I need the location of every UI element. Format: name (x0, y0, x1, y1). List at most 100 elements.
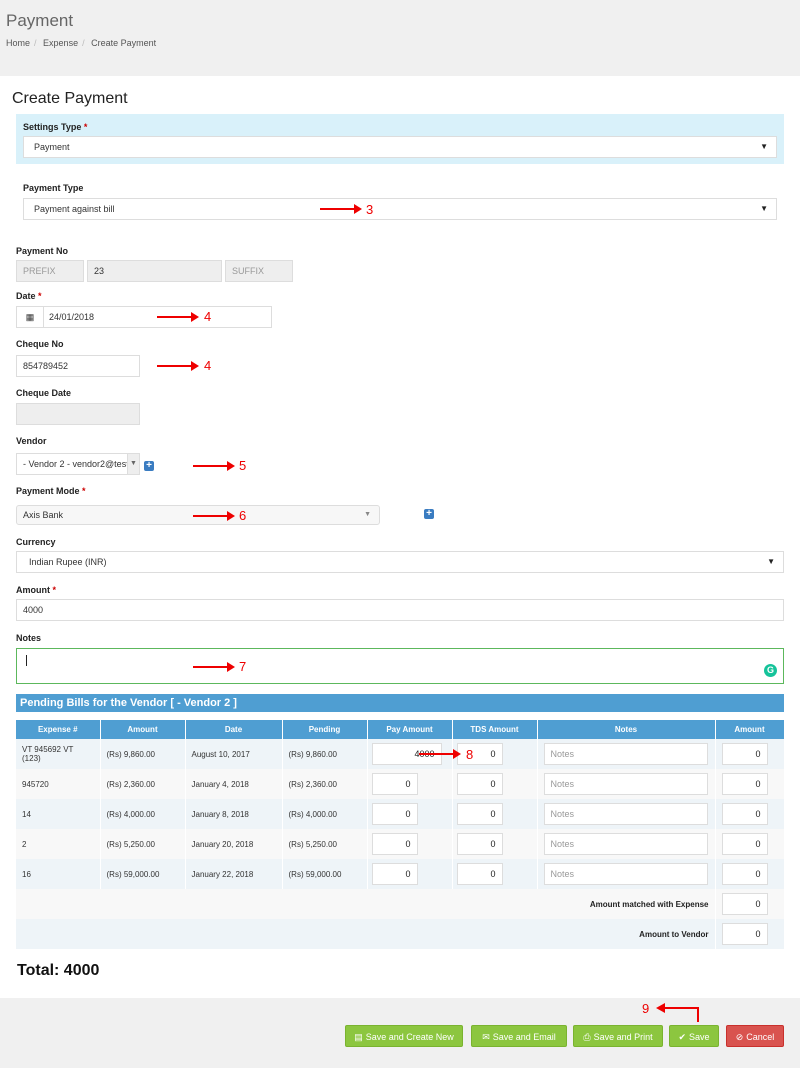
amount-label: Amount * (16, 585, 57, 595)
payment-number-input[interactable]: 23 (87, 260, 222, 282)
currency-select[interactable]: Indian Rupee (INR) ▼ (16, 551, 784, 573)
tds-amount-input[interactable]: 0 (456, 743, 503, 765)
cheque-date-input[interactable] (16, 403, 140, 425)
bill-amount: (Rs) 4,000.00 (100, 799, 186, 829)
tds-amount-input[interactable]: 0 (456, 803, 503, 825)
bill-notes-input[interactable]: Notes (543, 773, 708, 795)
row-amount-input[interactable]: 0 (721, 833, 768, 855)
vendor-select[interactable]: - Vendor 2 - vendor2@test (16, 453, 140, 475)
bill-amount: (Rs) 59,000.00 (100, 859, 186, 889)
save-and-email-button[interactable]: ✉ Save and Email (471, 1025, 567, 1047)
expense-number: VT 945692 VT (123) (16, 739, 101, 769)
annotation-arrow (656, 1003, 699, 1022)
add-payment-mode-icon[interactable]: + (424, 509, 434, 519)
save-button[interactable]: ✔ Save (669, 1025, 719, 1047)
bill-date: January 22, 2018 (185, 859, 283, 889)
breadcrumb: Home / Expense / Create Payment (6, 38, 157, 48)
payment-type-label: Payment Type (23, 183, 84, 193)
row-amount-input[interactable]: 0 (721, 743, 768, 765)
bill-pending: (Rs) 59,000.00 (282, 859, 368, 889)
page-header: Payment Home / Expense / Create Payment (0, 0, 800, 76)
currency-label: Currency (16, 537, 56, 547)
breadcrumb-current: Create Payment (91, 38, 157, 48)
bill-pending: (Rs) 5,250.00 (282, 829, 368, 859)
column-header: Pending (282, 720, 368, 739)
payment-suffix-input[interactable]: SUFFIX (225, 260, 293, 282)
date-input[interactable]: 24/01/2018 (16, 306, 272, 328)
bill-notes-input[interactable]: Notes (543, 803, 708, 825)
annotation-number: 4 (204, 358, 212, 373)
pay-amount-input[interactable]: 0 (371, 773, 418, 795)
pay-amount-input[interactable]: 0 (371, 833, 418, 855)
annotation-arrow (193, 458, 235, 474)
row-amount-input[interactable]: 0 (721, 773, 768, 795)
column-header: Amount (100, 720, 186, 739)
bill-notes-input[interactable]: Notes (543, 863, 708, 885)
amount-matched-input[interactable]: 0 (721, 893, 768, 915)
column-header: Notes (537, 720, 716, 739)
pay-amount-input[interactable]: 0 (371, 803, 418, 825)
bill-notes-input[interactable]: Notes (543, 833, 708, 855)
bill-date: January 4, 2018 (185, 769, 283, 799)
table-header-row: Expense # Amount Date Pending Pay Amount… (16, 720, 785, 739)
row-amount-input[interactable]: 0 (721, 863, 768, 885)
bill-notes-input[interactable]: Notes (543, 743, 708, 765)
cancel-button[interactable]: ⊘ Cancel (726, 1025, 784, 1047)
annotation-number: 4 (204, 309, 212, 324)
date-label: Date * (16, 291, 42, 301)
grammarly-icon[interactable]: G (764, 664, 777, 677)
row-amount-input[interactable]: 0 (721, 803, 768, 825)
bill-amount: (Rs) 2,360.00 (100, 769, 186, 799)
annotation-arrow (157, 309, 199, 325)
annotation-number: 6 (239, 508, 247, 523)
print-icon: ⎙ (583, 1032, 591, 1042)
cheque-no-label: Cheque No (16, 339, 64, 349)
annotation-arrow (419, 746, 461, 762)
calendar-icon[interactable]: ▦ (16, 306, 44, 328)
page-title: Payment (6, 11, 74, 30)
expense-number: 16 (16, 859, 101, 889)
bill-pending: (Rs) 4,000.00 (282, 799, 368, 829)
notes-label: Notes (16, 633, 42, 643)
cheque-date-label: Cheque Date (16, 388, 72, 398)
payment-prefix-input[interactable]: PREFIX (16, 260, 84, 282)
pay-amount-input[interactable]: 0 (371, 863, 418, 885)
annotation-number: 3 (366, 202, 374, 217)
notes-textarea[interactable]: G (16, 648, 784, 684)
payment-mode-label: Payment Mode * (16, 486, 86, 496)
save-and-create-new-button[interactable]: ▤ Save and Create New (345, 1025, 463, 1047)
bill-date: January 8, 2018 (185, 799, 283, 829)
bill-amount: (Rs) 5,250.00 (100, 829, 186, 859)
amount-to-vendor-input[interactable]: 0 (721, 923, 768, 945)
tds-amount-input[interactable]: 0 (456, 773, 503, 795)
chevron-down-icon[interactable]: ▼ (127, 454, 139, 474)
pending-bills-table: Expense # Amount Date Pending Pay Amount… (16, 720, 785, 949)
amount-input[interactable]: 4000 (16, 599, 784, 621)
total-amount: Total: 4000 (17, 962, 100, 979)
payment-type-select[interactable]: Payment against bill ▼ (23, 198, 777, 220)
settings-type-select[interactable]: Payment ▼ (23, 136, 777, 158)
settings-type-label: Settings Type * (23, 122, 88, 132)
annotation-arrow (193, 508, 235, 524)
pending-bills-title: Pending Bills for the Vendor [ - Vendor … (16, 694, 784, 712)
summary-row: Amount matched with Expense 0 (16, 889, 785, 919)
column-header: TDS Amount (452, 720, 538, 739)
table-row: 16 (Rs) 59,000.00 January 22, 2018 (Rs) … (16, 859, 785, 889)
chevron-down-icon: ▼ (364, 511, 371, 518)
card-title: Create Payment (12, 90, 128, 107)
expense-number: 2 (16, 829, 101, 859)
annotation-number: 5 (239, 458, 247, 473)
breadcrumb-expense[interactable]: Expense (43, 38, 79, 48)
breadcrumb-home[interactable]: Home (6, 38, 31, 48)
amount-to-vendor-label: Amount to Vendor (16, 919, 716, 949)
column-header: Amount (715, 720, 785, 739)
expense-number: 945720 (16, 769, 101, 799)
tds-amount-input[interactable]: 0 (456, 863, 503, 885)
chevron-down-icon: ▼ (760, 142, 768, 151)
cheque-no-input[interactable]: 854789452 (16, 355, 140, 377)
add-vendor-icon[interactable]: + (144, 461, 154, 471)
payment-no-label: Payment No (16, 246, 69, 256)
save-and-print-button[interactable]: ⎙ Save and Print (573, 1025, 663, 1047)
vendor-label: Vendor (16, 436, 47, 446)
tds-amount-input[interactable]: 0 (456, 833, 503, 855)
